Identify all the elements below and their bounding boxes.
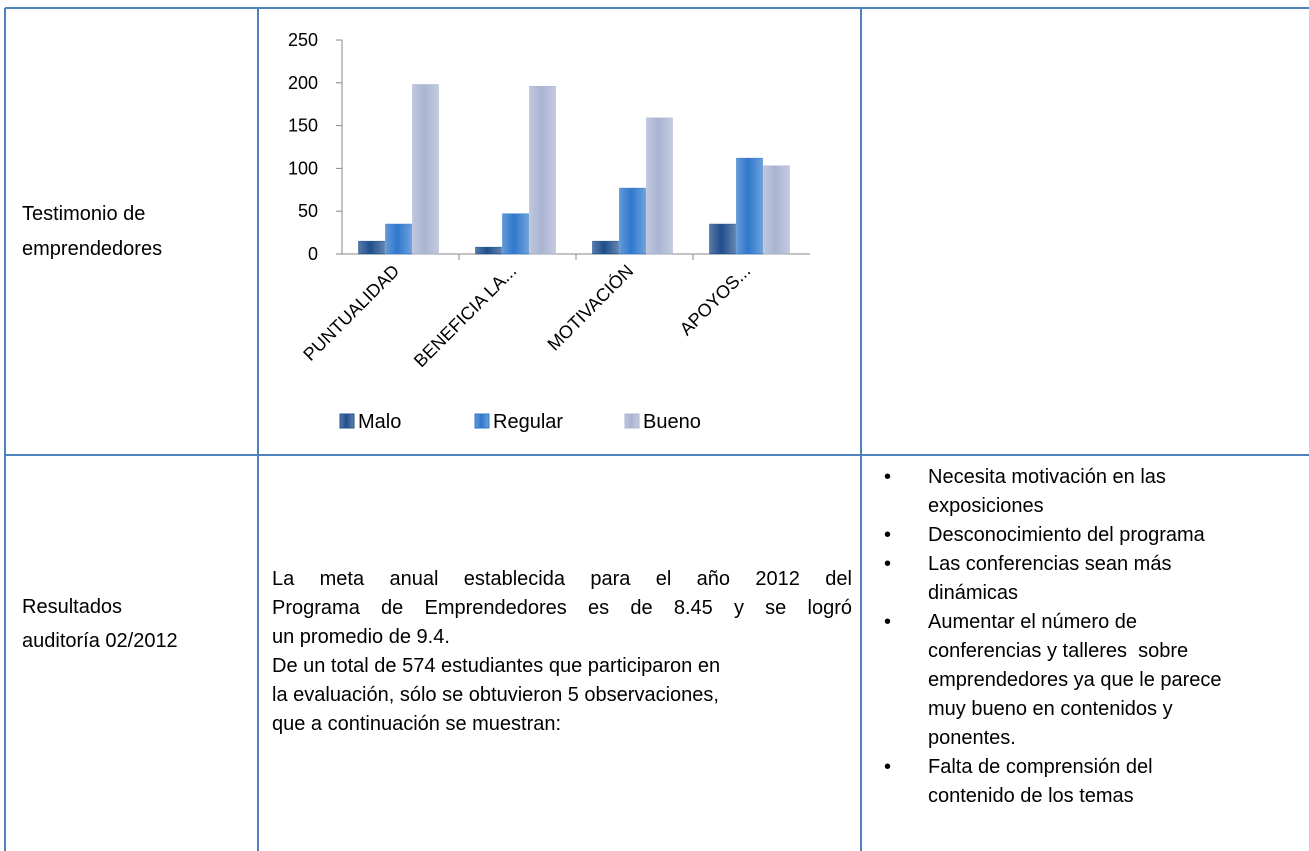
bar [385, 223, 412, 255]
bar [358, 240, 385, 255]
legend-swatch [474, 413, 490, 429]
legend-label: Bueno [643, 411, 701, 433]
bar [646, 117, 673, 255]
bullet-item: Desconocimiento del programa [884, 521, 1233, 550]
text-line: la evaluación, sólo se obtuvieron 5 obse… [272, 684, 719, 706]
row-label: Testimonio de emprendedores [22, 203, 163, 260]
x-tick-label: APOYOS... [676, 261, 755, 340]
legend-label: Regular [493, 411, 563, 433]
bar [709, 223, 736, 255]
y-tick-label: 0 [308, 244, 318, 264]
legend-swatch [339, 413, 355, 429]
text-line: De un total de 574 estudiantes que parti… [272, 655, 721, 677]
bar [763, 165, 790, 255]
bar [529, 85, 556, 255]
bullet-item: Las conferencias sean más dinámicas [884, 550, 1233, 608]
legend-swatch [624, 413, 640, 429]
bullet-list: Necesita motivación en las exposicionesD… [884, 463, 1233, 811]
y-tick-label: 150 [288, 116, 318, 136]
paragraphs: La meta anual establecida para el año 20… [272, 565, 852, 739]
y-tick-label: 250 [288, 30, 318, 50]
observations: Necesita motivación en las exposicionesD… [884, 463, 1233, 811]
bar [475, 246, 502, 255]
row-label: Resultados auditoría 02/2012 [22, 596, 178, 652]
text-line: Programa de Emprendedores es de 8.45 y s… [272, 597, 852, 619]
bar [502, 213, 529, 255]
y-tick-label: 50 [298, 201, 318, 221]
table-borders [4, 7, 1309, 851]
bullet-item: Necesita motivación en las exposiciones [884, 463, 1233, 521]
text-line: que a continuación se muestran: [272, 713, 562, 735]
bullet-item: Falta de comprensión del contenido de lo… [884, 753, 1233, 811]
x-tick-label: PUNTUALIDAD [299, 261, 403, 365]
y-tick-label: 200 [288, 73, 318, 93]
x-tick-label: BENEFICIA LA... [410, 261, 520, 371]
legend-label: Malo [358, 411, 401, 433]
bar [412, 84, 439, 255]
bar [592, 240, 619, 255]
text-line: un promedio de 9.4. [272, 626, 450, 648]
x-tick-label: MOTIVACIÓN [543, 260, 638, 355]
bar [736, 157, 763, 255]
bullet-item: Aumentar el número de conferencias y tal… [884, 608, 1233, 753]
bar [619, 187, 646, 255]
y-tick-label: 100 [288, 158, 318, 178]
text-line: La meta anual establecida para el año 20… [272, 568, 852, 590]
